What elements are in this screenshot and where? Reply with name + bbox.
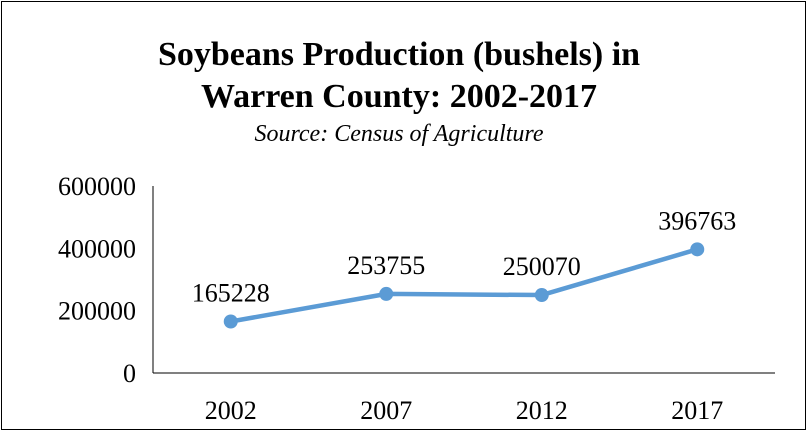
- data-label: 165228: [192, 279, 270, 308]
- y-tick-label: 200000: [58, 297, 136, 326]
- x-tick-label: 2002: [205, 396, 257, 425]
- series-group: [223, 242, 705, 329]
- data-label: 396763: [658, 206, 736, 235]
- x-tick-label: 2007: [360, 396, 412, 425]
- x-tick-label: 2012: [516, 396, 568, 425]
- data-point: [379, 286, 394, 301]
- data-point: [223, 314, 238, 329]
- chart-title-line-2: Warren County: 2002-2017: [201, 78, 597, 115]
- data-point: [690, 242, 705, 257]
- y-tick-label: 600000: [58, 172, 136, 201]
- chart-title-line-1: Soybeans Production (bushels) in: [158, 36, 640, 73]
- data-label: 250070: [503, 252, 581, 281]
- chart-subtitle: Source: Census of Agriculture: [254, 121, 543, 147]
- y-tick-labels: 0 200000 400000 600000: [58, 172, 136, 388]
- data-label: 253755: [347, 251, 425, 280]
- y-tick-label: 400000: [58, 234, 136, 263]
- y-tick-label: 0: [123, 359, 136, 388]
- data-point: [534, 288, 549, 303]
- x-tick-label: 2017: [671, 396, 723, 425]
- x-tick-labels: 2002 2007 2012 2017: [205, 396, 724, 425]
- series-line: [228, 247, 700, 324]
- data-labels: 165228 253755 250070 396763: [192, 206, 737, 307]
